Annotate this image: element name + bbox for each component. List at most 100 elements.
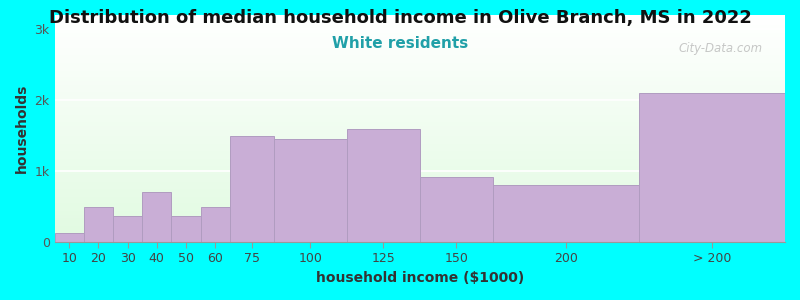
Bar (54, 190, 785, 191)
Bar (54, 193, 785, 194)
Bar (54, 88, 785, 89)
Bar (54, 209, 785, 210)
Bar (54, 238, 785, 239)
Text: Distribution of median household income in Olive Branch, MS in 2022: Distribution of median household income … (49, 9, 751, 27)
Bar (54, 233, 84, 242)
Bar (54, 64, 785, 65)
Bar (54, 132, 785, 133)
Text: White residents: White residents (332, 36, 468, 51)
Bar (274, 139, 346, 242)
Bar (54, 59, 785, 60)
Bar (54, 96, 785, 97)
Bar (54, 142, 785, 143)
Bar (54, 70, 785, 72)
Bar (54, 66, 785, 67)
Bar (54, 163, 785, 164)
Bar (171, 216, 201, 242)
Bar (54, 55, 785, 56)
Bar (54, 31, 785, 32)
Bar (54, 124, 785, 125)
Bar (54, 201, 785, 202)
Bar (142, 192, 171, 242)
Bar (54, 68, 785, 70)
Bar (54, 58, 785, 59)
Bar (54, 67, 785, 68)
Bar (54, 109, 785, 110)
Bar (54, 136, 785, 138)
Text: City-Data.com: City-Data.com (679, 42, 763, 55)
Bar (54, 231, 785, 232)
Bar (54, 202, 785, 203)
Bar (54, 235, 785, 236)
Bar (54, 51, 785, 52)
Bar (54, 37, 785, 38)
Bar (54, 107, 785, 108)
Bar (54, 82, 785, 83)
Bar (54, 181, 785, 182)
Bar (54, 188, 785, 189)
Bar (54, 38, 785, 39)
Bar (54, 210, 785, 211)
Bar (54, 125, 785, 126)
Bar (54, 196, 785, 198)
Bar (54, 174, 785, 175)
Bar (54, 48, 785, 49)
Bar (54, 81, 785, 82)
Bar (54, 173, 785, 174)
Bar (54, 205, 785, 206)
Bar (54, 89, 785, 90)
Bar (54, 226, 785, 227)
Bar (54, 121, 785, 122)
Bar (54, 103, 785, 105)
Bar (54, 156, 785, 157)
Bar (54, 54, 785, 55)
Bar (54, 166, 785, 167)
Bar (54, 212, 785, 214)
Bar (54, 133, 785, 134)
Bar (54, 114, 785, 115)
Bar (54, 93, 785, 94)
Bar (54, 61, 785, 63)
Bar (54, 227, 785, 228)
Bar (54, 228, 785, 230)
Bar (54, 126, 785, 128)
Bar (54, 208, 785, 209)
Bar (54, 151, 785, 152)
Bar (54, 34, 785, 35)
Bar (54, 46, 785, 47)
Bar (54, 217, 785, 218)
Bar (54, 139, 785, 140)
Bar (54, 223, 785, 224)
Bar (54, 169, 785, 170)
Bar (54, 144, 785, 145)
Bar (54, 21, 785, 22)
Bar (54, 161, 785, 163)
Bar (54, 215, 785, 216)
Bar (54, 101, 785, 102)
Bar (54, 143, 785, 144)
Bar (54, 117, 785, 118)
Bar (54, 92, 785, 93)
Bar (54, 150, 785, 151)
Bar (54, 148, 785, 149)
Bar (54, 182, 785, 183)
Bar (54, 216, 785, 217)
Bar (54, 77, 785, 79)
Bar (54, 220, 785, 222)
Bar (54, 241, 785, 242)
Bar (54, 16, 785, 17)
Bar (54, 79, 785, 80)
Bar (54, 207, 785, 208)
Bar (54, 97, 785, 98)
Y-axis label: households: households (15, 84, 29, 173)
Bar (54, 98, 785, 99)
Bar (54, 149, 785, 150)
Bar (54, 172, 785, 173)
Bar (54, 32, 785, 33)
Bar (54, 42, 785, 44)
Bar (54, 214, 785, 215)
Bar (54, 189, 785, 190)
Bar (54, 194, 785, 196)
Bar (54, 154, 785, 156)
Bar (54, 108, 785, 109)
